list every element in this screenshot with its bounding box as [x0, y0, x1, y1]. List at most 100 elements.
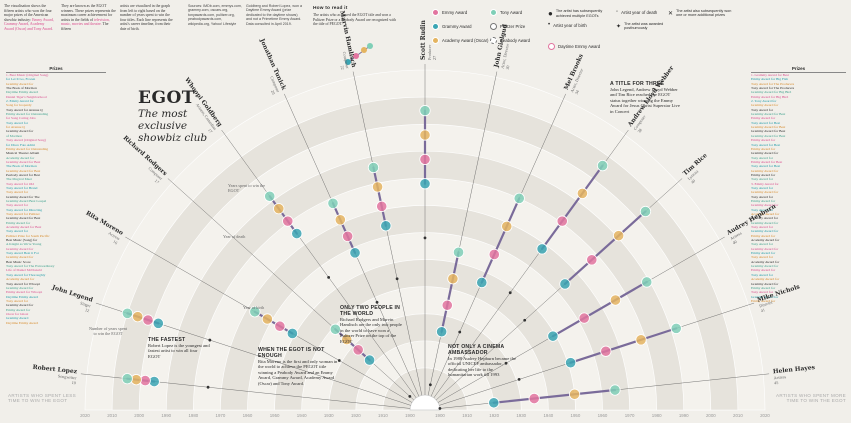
prize-item: Academy Award for: [751, 277, 780, 282]
artist-role: Actress: [108, 230, 122, 241]
award-dot: [556, 215, 568, 227]
prize-item: Tony Award for: [751, 290, 773, 295]
award-dot: [547, 330, 559, 342]
prize-item: Academy Award for Best: [6, 225, 42, 230]
prize-item: Academy Award for: [6, 155, 35, 160]
birth-dot: [508, 291, 512, 295]
prize-item: Grammy Award for: [751, 229, 779, 234]
prize-item: Tony Award for Avenue Q: [6, 107, 43, 112]
artist-role: Actor, Director: [500, 43, 511, 70]
award-dot: [419, 178, 431, 190]
artist-role: Composer: [269, 75, 281, 93]
legend-grammy: Grammy Award: [432, 23, 502, 30]
award-dot: [635, 334, 647, 346]
legend-subsequent: ● The artist has subsequently achieved mu…: [548, 9, 603, 18]
artist-name: Helen Hayes: [773, 364, 816, 375]
prize-item: Oscar for Ghost: [6, 311, 29, 316]
artist-radial-line: [427, 71, 498, 396]
artist-role: Director: [758, 299, 773, 308]
artist-radial-line: [221, 129, 417, 398]
daytime-swatch: [548, 43, 555, 50]
prize-item: Song for Jeopardy: [6, 103, 32, 108]
annot-fastest: THE FASTEST Robert Lopez is the youngest…: [148, 337, 210, 359]
award-dot: [441, 299, 453, 311]
page-title: EGOT: [138, 88, 195, 108]
prize-item: Grammy Award for: [6, 81, 34, 86]
artist-years: 45: [774, 380, 779, 385]
legend-pulitzer: Pulitzer Prize: [490, 23, 550, 30]
award-dot: [342, 230, 354, 242]
annot-cinema-title: NOT ONLY A CINEMA AMBASSADOR: [448, 344, 505, 356]
birth-dot: [206, 385, 210, 389]
prize-item: Grammy Award for: [751, 294, 779, 299]
prize-item: Grammy Award for: [6, 246, 34, 251]
prize-item: for Song Caring Jobs: [6, 116, 36, 121]
prize-item: of Mormon: [6, 133, 23, 138]
prize-item: Grammy Award for: [6, 129, 34, 134]
award-dot: [452, 246, 465, 258]
prize-item: Tony Award for: [6, 120, 28, 125]
artist-years: 38: [636, 128, 643, 134]
prize-item: Tony Award for The Extraordinary: [6, 264, 55, 269]
peabody-swatch: [490, 37, 497, 44]
annot-year-death: Year of death: [223, 234, 246, 239]
prize-item: Tony Award for: [6, 229, 28, 234]
prize-item: Musical Theater Album: [6, 151, 40, 156]
prize-item: Tony Award for Best: [751, 142, 781, 147]
award-dot: [596, 160, 609, 172]
career-line: [551, 280, 648, 338]
award-dot: [578, 312, 590, 324]
prize-item: Grammy Award Best Gospel: [6, 198, 47, 203]
prize-item: Grammy Award for Best: [6, 216, 41, 221]
career-line: [569, 327, 678, 364]
prize-item: Tony Award for Best: [751, 120, 781, 125]
artist-years: 20: [270, 89, 276, 95]
axis-tick-label: 1900: [405, 413, 415, 418]
artist-name: John Legend: [50, 284, 94, 304]
career-line: [563, 210, 647, 286]
prize-item: Grammy Award for Best: [6, 168, 41, 173]
axis-tick-label: 2010: [733, 413, 743, 418]
birth-dot: [438, 407, 442, 410]
award-dot: [447, 273, 459, 285]
emmy-swatch: [432, 9, 439, 16]
career-line: [440, 251, 460, 333]
prize-item: Grammy Award for: [751, 220, 779, 225]
prize-item: The Book of Mormon: [6, 86, 37, 91]
prize-item: Emmy Award for: [751, 251, 776, 256]
award-dot: [274, 320, 286, 332]
axis-tick-label: 1910: [462, 413, 472, 418]
axis-tick-label: 2020: [80, 413, 90, 418]
axis-tick-label: 2000: [706, 413, 716, 418]
prize-item: Emmy Award for: [751, 138, 776, 143]
prize-item: Grammy Award for: [751, 203, 779, 208]
award-dot: [264, 190, 276, 202]
award-dot: [528, 392, 540, 405]
artist-role: Actress: [729, 230, 743, 241]
right-prizes-panel: Prizes 1. Grammy Award for Best Emmy Awar…: [751, 66, 846, 303]
prize-item: Tony Award (Original Song): [6, 138, 46, 143]
award-dot: [513, 192, 525, 204]
prize-item: Tony Award for Whoopi: [6, 281, 41, 286]
career-line: [253, 310, 294, 335]
award-dot: [576, 187, 588, 199]
award-dot: [641, 276, 653, 288]
artist-radial-line: [352, 71, 423, 396]
axis-tick-label: 1950: [571, 413, 581, 418]
artist-years: 34: [574, 88, 581, 95]
birth-dot: [337, 359, 341, 362]
prize-item: Emmy Award for Big Fish: [751, 77, 789, 82]
award-dot: [121, 373, 133, 385]
award-dot: [349, 247, 361, 259]
birth-dot: [504, 361, 508, 365]
career-line: [372, 166, 387, 227]
artist-years: 40: [690, 178, 696, 185]
prize-item: Emmy Award for Outstanding: [6, 146, 49, 151]
axis-tick-label: 1910: [378, 413, 388, 418]
prize-item: Grammy Award for: [751, 190, 779, 195]
award-dot: [670, 322, 682, 334]
